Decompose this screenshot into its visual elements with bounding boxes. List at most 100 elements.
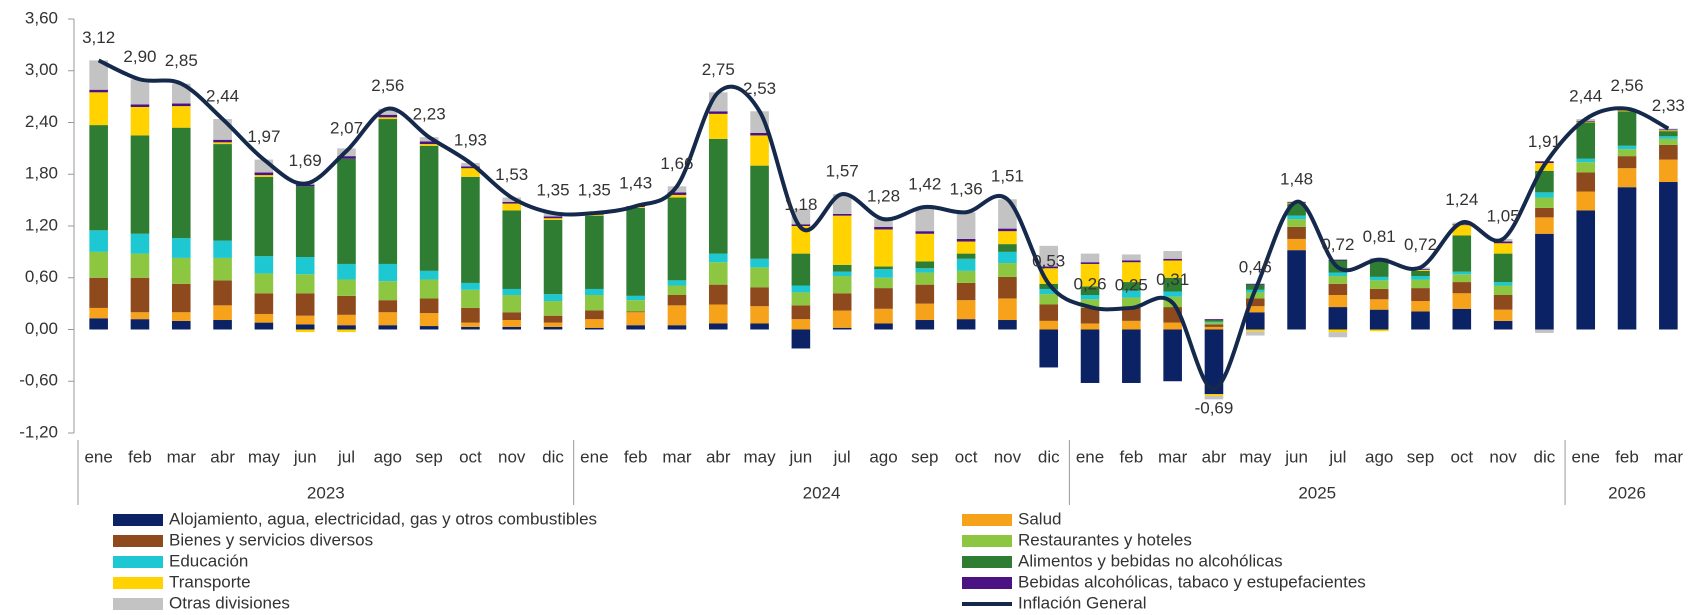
bar-segment <box>1659 138 1678 145</box>
bar-segment <box>1328 259 1348 261</box>
data-label: 1,69 <box>289 151 322 170</box>
data-label: 0,72 <box>1404 235 1437 254</box>
bar-segment <box>1080 299 1100 308</box>
bar-segment <box>1245 331 1265 336</box>
bar-segment <box>1122 329 1141 383</box>
bar-segment <box>89 307 108 319</box>
bar-segment <box>1535 197 1554 208</box>
bar-segment <box>171 312 191 321</box>
bar-segment <box>171 257 191 284</box>
bar-segment <box>337 279 356 296</box>
bar-segment <box>832 213 852 216</box>
bar-segment <box>708 138 728 254</box>
x-tick-label: oct <box>459 447 482 466</box>
bar-segment <box>1245 329 1265 332</box>
data-label: 2,90 <box>123 47 156 66</box>
bar-segment <box>502 288 522 295</box>
bar-segment <box>461 166 480 169</box>
x-tick-label: nov <box>994 447 1022 466</box>
legend-label: Transporte <box>169 572 251 591</box>
bar-segment <box>667 325 687 330</box>
bar-segment <box>1576 210 1596 330</box>
data-label: 0,26 <box>1073 275 1106 294</box>
bar-segment <box>1039 266 1059 269</box>
bar-segment <box>667 305 687 326</box>
bar-segment <box>171 238 191 258</box>
data-label: 0,31 <box>1156 270 1189 289</box>
y-tick-label: 3,00 <box>25 60 58 79</box>
bar-segment <box>171 283 191 313</box>
bar-segment <box>130 233 150 254</box>
bar-segment <box>1452 235 1472 272</box>
bar-segment <box>626 325 645 330</box>
bar-segment <box>1122 282 1141 291</box>
bar-segment <box>543 315 563 323</box>
x-tick-label: ene <box>580 447 608 466</box>
x-tick-label: nov <box>1489 447 1517 466</box>
bar-segment <box>378 325 398 330</box>
bar-segment <box>254 172 274 176</box>
bar-segment <box>419 145 439 271</box>
x-tick-label: feb <box>128 447 152 466</box>
bar-segment <box>89 89 108 93</box>
legend-swatch <box>113 514 163 526</box>
bar-segment <box>1204 321 1224 323</box>
data-label: 1,93 <box>454 131 487 150</box>
x-tick-label: may <box>248 447 281 466</box>
bar-segment <box>998 231 1017 245</box>
bar-segment <box>213 119 232 140</box>
bar-segment <box>1452 271 1472 275</box>
bar-segment <box>213 257 232 281</box>
bar-segment <box>708 262 728 285</box>
bar-segment <box>1659 136 1678 139</box>
bar-segment <box>378 300 398 313</box>
x-tick-label: dic <box>542 447 564 466</box>
data-label: -0,69 <box>1195 398 1234 417</box>
bar-segment <box>1411 276 1430 280</box>
data-label: 1,36 <box>950 180 983 199</box>
bar-segment <box>1411 270 1430 277</box>
bar-segment <box>791 305 811 320</box>
bar-segment <box>1245 306 1265 313</box>
bar-segment <box>1122 254 1141 261</box>
x-tick-label: jul <box>337 447 355 466</box>
bar-segment <box>1493 243 1513 254</box>
bar-segment <box>461 289 480 308</box>
bar-segment <box>1122 297 1141 308</box>
bar-segment <box>1452 282 1472 294</box>
bar-segment <box>1452 293 1472 309</box>
x-tick-label: feb <box>624 447 648 466</box>
bar-segment <box>626 207 645 296</box>
bar-segment <box>1617 149 1637 157</box>
bar-segment <box>1659 182 1678 330</box>
bar-segment <box>502 203 522 211</box>
bar-segment <box>543 301 563 316</box>
bar-segment <box>378 312 398 326</box>
bar-segment <box>874 308 893 324</box>
bar-segment <box>213 280 232 306</box>
bar-segment <box>1659 128 1678 130</box>
bar-segment <box>956 282 976 301</box>
bar-segment <box>1452 225 1472 236</box>
bar-segment <box>1080 307 1100 324</box>
bar-segment <box>1576 122 1596 159</box>
bar-segment <box>1411 288 1430 302</box>
data-label: 1,91 <box>1528 132 1561 151</box>
bar-segment <box>956 212 976 239</box>
bar-segment <box>1576 191 1596 211</box>
bar-segment <box>874 323 893 330</box>
bar-segment <box>1080 253 1100 263</box>
y-tick-label: 0,60 <box>25 267 58 286</box>
bar-segment <box>874 277 893 289</box>
bar-segment <box>1452 224 1472 226</box>
data-label: 0,72 <box>1321 235 1354 254</box>
bar-segment <box>1287 215 1306 220</box>
bar-segment <box>254 293 274 314</box>
bar-segment <box>1080 286 1100 295</box>
x-tick-label: abr <box>706 447 731 466</box>
bar-segment <box>1328 307 1348 330</box>
bar-segment <box>1245 283 1265 285</box>
bar-segment <box>956 253 976 259</box>
bar-segment <box>419 313 439 327</box>
x-tick-label: feb <box>1120 447 1144 466</box>
